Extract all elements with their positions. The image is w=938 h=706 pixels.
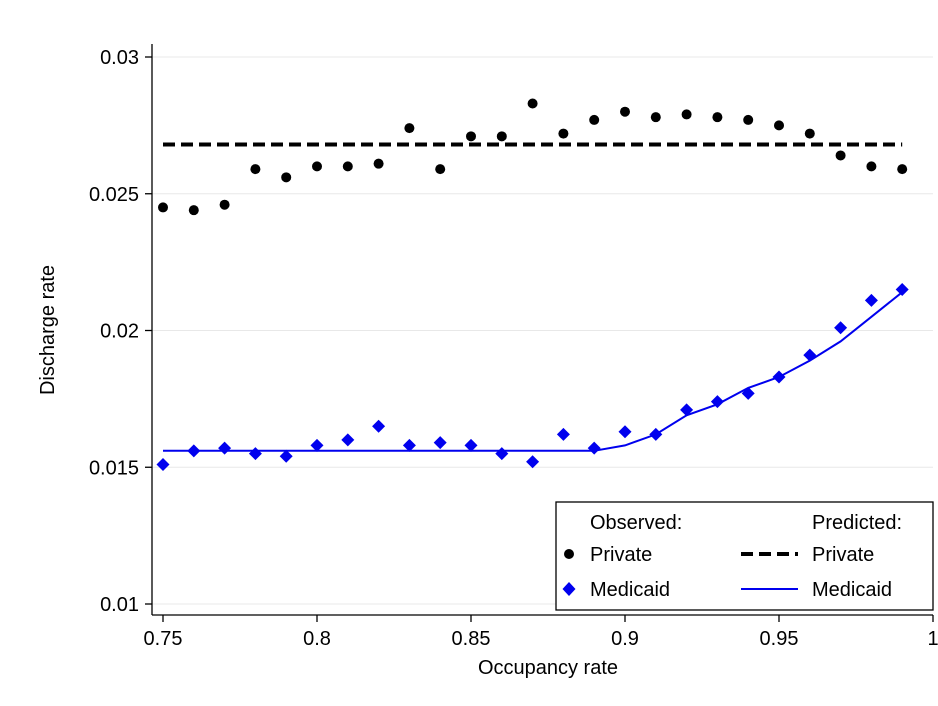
observed-medicaid-point (649, 427, 663, 441)
observed-private-point (496, 131, 507, 142)
y-tick-label: 0.025 (89, 184, 139, 206)
observed-medicaid-point (218, 441, 232, 455)
x-tick-label: 0.9 (611, 628, 639, 650)
observed-private-point (435, 164, 446, 175)
predicted-lines (163, 142, 903, 452)
observed-medicaid-point (556, 427, 570, 441)
observed-private-point (712, 112, 723, 123)
observed-medicaid-point (402, 438, 416, 452)
observed-private-point (835, 150, 846, 161)
observed-medicaid-point (895, 282, 909, 296)
x-tick-label: 0.95 (760, 628, 799, 650)
observed-medicaid-point (187, 444, 201, 458)
y-axis-label: Discharge rate (37, 265, 59, 395)
observed-private-point (342, 161, 353, 172)
observed-private-point (281, 172, 292, 183)
observed-medicaid-point (341, 433, 355, 447)
y-tick-label: 0.02 (100, 321, 139, 343)
observed-private-point (589, 114, 600, 125)
x-axis-label: Occupancy rate (478, 657, 618, 679)
observed-private-point (650, 112, 661, 123)
legend-private-marker (564, 549, 574, 559)
observed-private-point (620, 106, 630, 117)
observed-private-point (774, 120, 784, 131)
y-tick-label: 0.01 (100, 594, 139, 616)
observed-private-point (527, 98, 538, 109)
predicted-medicaid-line (163, 291, 903, 452)
legend-predicted-medicaid-label: Medicaid (812, 579, 892, 601)
observed-private-point (558, 128, 569, 139)
observed-medicaid-point (464, 438, 478, 452)
observed-medicaid-point (803, 348, 817, 362)
x-tick-label: 1 (927, 628, 938, 650)
observed-medicaid-point (310, 438, 324, 452)
observed-private-point (681, 109, 692, 120)
legend-predicted-header: Predicted: (812, 512, 902, 534)
observed-private-point (897, 164, 908, 175)
x-tick-label: 0.85 (452, 628, 491, 650)
x-tick-label: 0.8 (303, 628, 331, 650)
legend-medicaid-marker (562, 582, 576, 596)
legend-observed-private-label: Private (590, 544, 652, 566)
observed-medicaid-point (772, 370, 786, 384)
observed-medicaid-point (279, 449, 293, 463)
observed-private-point (158, 202, 168, 213)
observed-medicaid-point (433, 436, 447, 450)
observed-medicaid-point (741, 386, 755, 400)
observed-medicaid-point (710, 395, 724, 409)
observed-medicaid-point (248, 447, 262, 461)
observed-medicaid-point (834, 321, 848, 335)
observed-medicaid-point (495, 447, 509, 461)
observed-private-point (866, 161, 877, 172)
observed-private-point (250, 164, 261, 175)
observed-private-point (373, 158, 384, 169)
y-tick-label: 0.015 (89, 457, 139, 479)
observed-medicaid-point (618, 425, 632, 439)
axes (151, 44, 933, 616)
observed-medicaid-point (864, 293, 878, 307)
observed-medicaid-point (372, 419, 386, 433)
observed-private-point (743, 114, 754, 125)
observed-private-point (466, 131, 476, 142)
legend: Observed: Predicted: Private Medicaid Pr… (555, 501, 934, 611)
x-tick-label: 0.75 (144, 628, 183, 650)
y-tick-label: 0.03 (100, 47, 139, 69)
observed-points (156, 98, 909, 472)
legend-observed-medicaid-label: Medicaid (590, 579, 670, 601)
observed-private-point (404, 123, 415, 134)
observed-medicaid-point (156, 458, 170, 472)
legend-predicted-private-label: Private (812, 544, 874, 566)
observed-medicaid-point (680, 403, 694, 417)
observed-private-point (219, 199, 230, 210)
axis-ticks: 0.01 0.015 0.02 0.025 0.03 0.75 0.8 0.85 0.9 0.95… (89, 47, 938, 650)
observed-medicaid-point (526, 455, 540, 469)
observed-private-point (804, 128, 815, 139)
observed-private-point (312, 161, 322, 172)
observed-private-point (188, 205, 199, 216)
observed-medicaid-point (587, 441, 601, 455)
legend-observed-header: Observed: (590, 512, 682, 534)
